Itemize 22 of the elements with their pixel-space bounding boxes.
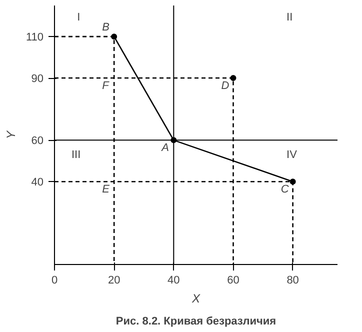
annotation: A (160, 142, 169, 154)
annotation: D (221, 80, 230, 92)
x-tick-label: 0 (51, 274, 58, 286)
y-tick-label: 40 (31, 176, 44, 189)
annotation: III (71, 148, 81, 161)
annotation: I (77, 12, 80, 24)
y-tick-label: 90 (31, 73, 44, 86)
x-axis-title: X (191, 292, 201, 306)
x-tick-label: 80 (286, 274, 299, 286)
x-tick-label: 40 (168, 274, 180, 286)
x-tick-label: 60 (227, 274, 240, 286)
y-axis-title: Y (4, 130, 18, 139)
annotation: C (280, 184, 289, 196)
annotation: F (102, 80, 110, 92)
y-tick-label: 60 (31, 135, 44, 148)
text: Рис. 8.2. Кривая безразличия (116, 316, 276, 328)
annotation: II (286, 12, 293, 24)
annotation: E (102, 184, 110, 196)
annotation: B (102, 22, 110, 34)
x-tick-label: 20 (108, 274, 120, 286)
y-tick-label: 110 (26, 32, 44, 44)
annotation: IV (286, 148, 298, 161)
